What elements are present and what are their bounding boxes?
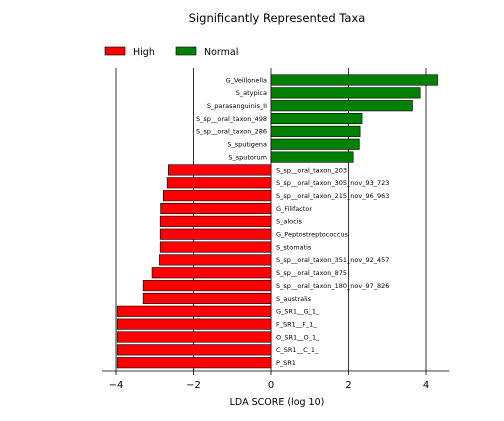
bar xyxy=(142,292,272,305)
bar xyxy=(159,228,272,240)
taxon-label: P_SR1 xyxy=(276,359,296,367)
bar xyxy=(116,344,272,356)
bar xyxy=(116,318,272,330)
chart-title: Significantly Represented Taxa xyxy=(189,11,366,25)
bar xyxy=(270,100,413,112)
taxon-label: S_sp__oral_taxon_875 xyxy=(276,269,347,277)
bar xyxy=(151,267,272,279)
taxon-label: G_Filifactor xyxy=(276,205,312,213)
taxon-label: S_alocis xyxy=(276,218,303,226)
bar xyxy=(116,331,272,343)
legend-label-high: High xyxy=(133,47,155,58)
bar xyxy=(270,151,354,163)
taxon-label: G_Veillonella xyxy=(226,76,267,84)
taxon-label: S_atypica xyxy=(236,89,267,97)
taxon-label: S_stomatis xyxy=(276,243,312,251)
bar xyxy=(116,305,272,317)
bar xyxy=(159,215,272,227)
legend-swatch-normal xyxy=(175,46,197,56)
taxon-label: O_SR1__O_1_ xyxy=(276,333,320,341)
taxon-label: S_sputorum xyxy=(228,153,267,161)
x-tick-label: −2 xyxy=(186,380,201,391)
bar xyxy=(166,177,272,189)
bar xyxy=(160,202,272,215)
taxon-label: G_Peptostreptococcus xyxy=(276,231,349,239)
taxon-label: S_australis xyxy=(276,295,312,303)
taxon-label: S_sp__oral_taxon_351_nov_92_457 xyxy=(276,256,389,264)
bar xyxy=(270,113,363,125)
bar xyxy=(270,74,438,86)
x-tick-label: 4 xyxy=(423,380,429,391)
bar xyxy=(162,190,272,202)
taxon-labels: G_Veillonella S_atypica S_parasanguinis_II… xyxy=(196,76,389,367)
bar xyxy=(159,254,272,266)
x-tick-label: −4 xyxy=(109,380,124,391)
bar xyxy=(270,138,360,150)
bar xyxy=(142,280,272,292)
legend-label-normal: Normal xyxy=(204,47,238,58)
bar xyxy=(116,357,272,369)
legend-swatch-high xyxy=(104,46,126,56)
taxon-label: S_sp__oral_taxon_203 xyxy=(276,166,347,174)
taxon-label: S_sp__oral_taxon_498 xyxy=(196,115,267,123)
taxon-label: S_sp__oral_taxon_286 xyxy=(196,128,267,136)
taxon-label: S_sp__oral_taxon_180_nov_97_826 xyxy=(276,282,389,290)
taxon-label: S_sputigena xyxy=(227,141,267,149)
bar xyxy=(270,87,421,99)
x-axis-label: LDA SCORE (log 10) xyxy=(230,397,325,408)
taxon-label: S_sp__oral_taxon_305_nov_93_723 xyxy=(276,179,389,187)
taxon-label: C_SR1__C_1_ xyxy=(276,346,319,354)
x-tick-label: 2 xyxy=(345,380,351,391)
legend: High Normal xyxy=(104,46,238,58)
bar xyxy=(159,241,272,253)
bar xyxy=(270,125,361,137)
taxon-label: S_sp__oral_taxon_215_nov_96_963 xyxy=(276,192,389,200)
x-axis: −4 −2 0 2 4 xyxy=(102,370,450,391)
taxon-label: S_parasanguinis_II xyxy=(207,102,267,110)
taxon-label: F_SR1__F_1_ xyxy=(276,320,317,328)
bars xyxy=(116,74,438,369)
x-tick-label: 0 xyxy=(268,380,274,391)
taxon-label: G_SR1__G_1_ xyxy=(276,308,320,316)
bar xyxy=(168,164,272,176)
